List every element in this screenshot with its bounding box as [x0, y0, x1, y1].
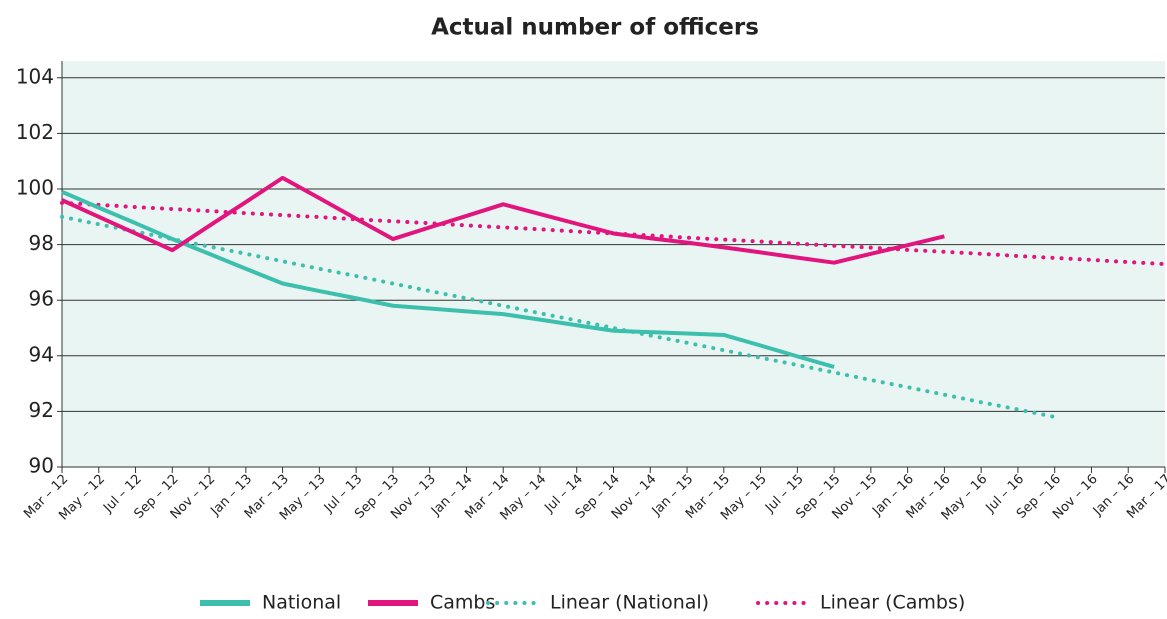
y-tick-label: 102 [16, 120, 54, 144]
series-line [60, 200, 1167, 267]
series-line [61, 175, 945, 265]
y-tick-label: 92 [29, 398, 54, 422]
legend-label: Linear (National) [550, 592, 709, 614]
y-tick-label: 104 [16, 64, 54, 88]
plot-area [62, 61, 1165, 468]
legend-label: National [262, 592, 341, 614]
legend-label: Linear (Cambs) [820, 592, 965, 614]
y-tick-label: 98 [29, 231, 54, 255]
legend-label: Cambs [430, 592, 495, 614]
y-tick-label: 90 [29, 454, 54, 478]
y-tick-label: 100 [16, 176, 54, 200]
y-tick-label: 96 [29, 287, 54, 311]
y-tick-label: 94 [29, 342, 54, 366]
chart-title: Actual number of officers [431, 15, 759, 41]
series-line [61, 189, 835, 369]
